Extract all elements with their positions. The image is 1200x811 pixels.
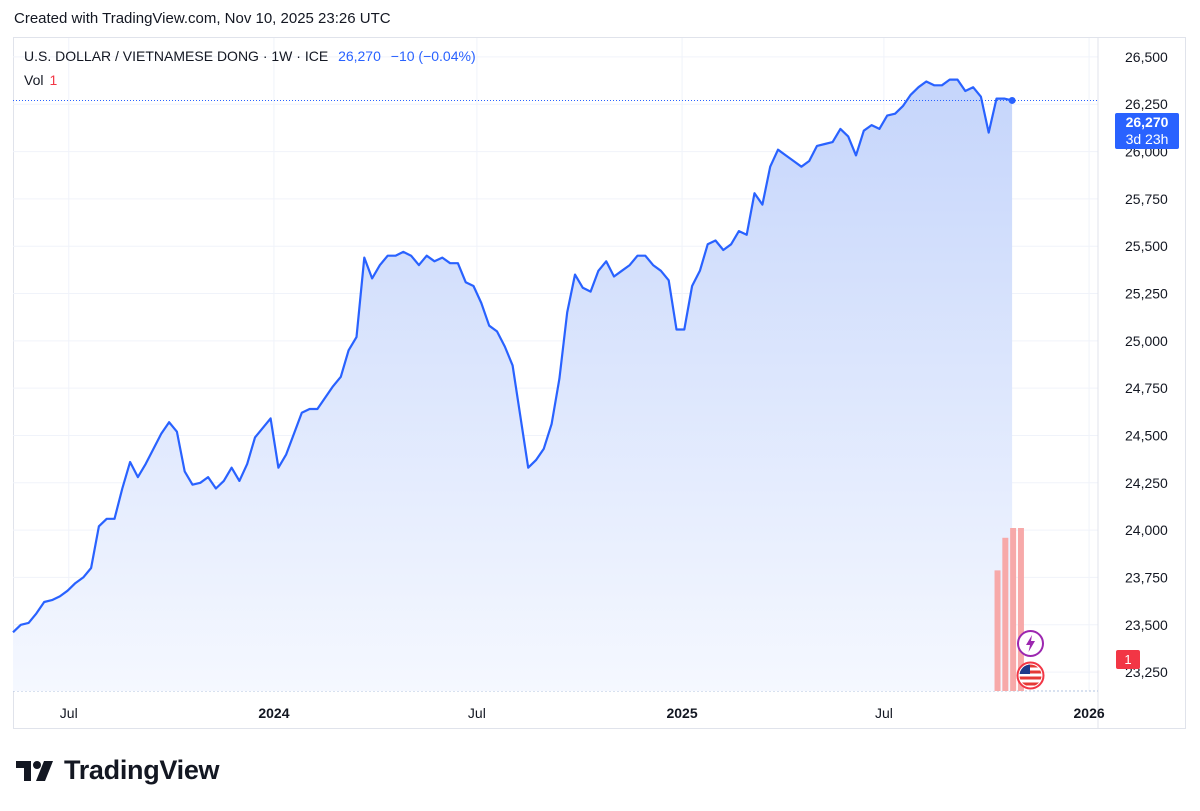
y-tick-label: 25,750: [1125, 191, 1168, 207]
x-tick-label: Jul: [60, 705, 78, 721]
brand-name: TradingView: [64, 755, 220, 785]
y-tick-label: 23,500: [1125, 617, 1168, 633]
chart-legend: U.S. DOLLAR / VIETNAMESE DONG · 1W · ICE…: [24, 48, 476, 64]
symbol-title: U.S. DOLLAR / VIETNAMESE DONG · 1W · ICE: [24, 48, 329, 64]
price-tag-value: 26,270: [1125, 114, 1169, 130]
volume-bar: [994, 570, 1001, 691]
tradingview-logo-icon: [16, 760, 53, 781]
last-price-value: 26,270: [338, 48, 381, 64]
volume-bar: [1010, 528, 1017, 691]
volume-tag: 1: [1116, 650, 1140, 669]
y-tick-label: 25,000: [1125, 333, 1168, 349]
volume-legend: Vol 1: [24, 72, 57, 88]
price-area-fill: [13, 79, 1013, 692]
x-tick-label: Jul: [468, 705, 486, 721]
volume-value: 1: [49, 72, 58, 88]
x-tick-label: 2026: [1074, 705, 1105, 721]
y-tick-label: 26,500: [1125, 49, 1168, 65]
volume-bar: [1017, 528, 1024, 691]
price-tag-countdown: 3d 23h: [1125, 131, 1169, 147]
lightning-event-icon[interactable]: [1016, 629, 1045, 658]
y-tick-label: 26,250: [1125, 96, 1168, 112]
volume-bar: [1002, 537, 1009, 691]
y-tick-label: 24,500: [1125, 427, 1168, 443]
price-line: [12, 78, 1013, 634]
tradingview-logo[interactable]: TradingView: [16, 755, 220, 786]
last-price-marker: [1008, 96, 1016, 104]
us-flag-event-icon[interactable]: [1016, 661, 1045, 690]
x-tick-label: 2025: [666, 705, 697, 721]
y-tick-label: 24,000: [1125, 522, 1168, 538]
price-change-value: −10 (−0.04%): [390, 48, 476, 64]
y-tick-label: 23,750: [1125, 569, 1168, 585]
chart-panel[interactable]: [13, 37, 1186, 729]
y-tick-label: 24,250: [1125, 475, 1168, 491]
chart-caption: Created with TradingView.com, Nov 10, 20…: [14, 10, 391, 27]
volume-label: Vol: [24, 72, 44, 88]
y-tick-label: 25,500: [1125, 238, 1168, 254]
x-tick-label: 2024: [258, 705, 289, 721]
y-tick-label: 24,750: [1125, 380, 1168, 396]
x-tick-label: Jul: [875, 705, 893, 721]
y-tick-label: 25,250: [1125, 286, 1168, 302]
last-price-tag: 26,270 3d 23h: [1115, 113, 1179, 149]
